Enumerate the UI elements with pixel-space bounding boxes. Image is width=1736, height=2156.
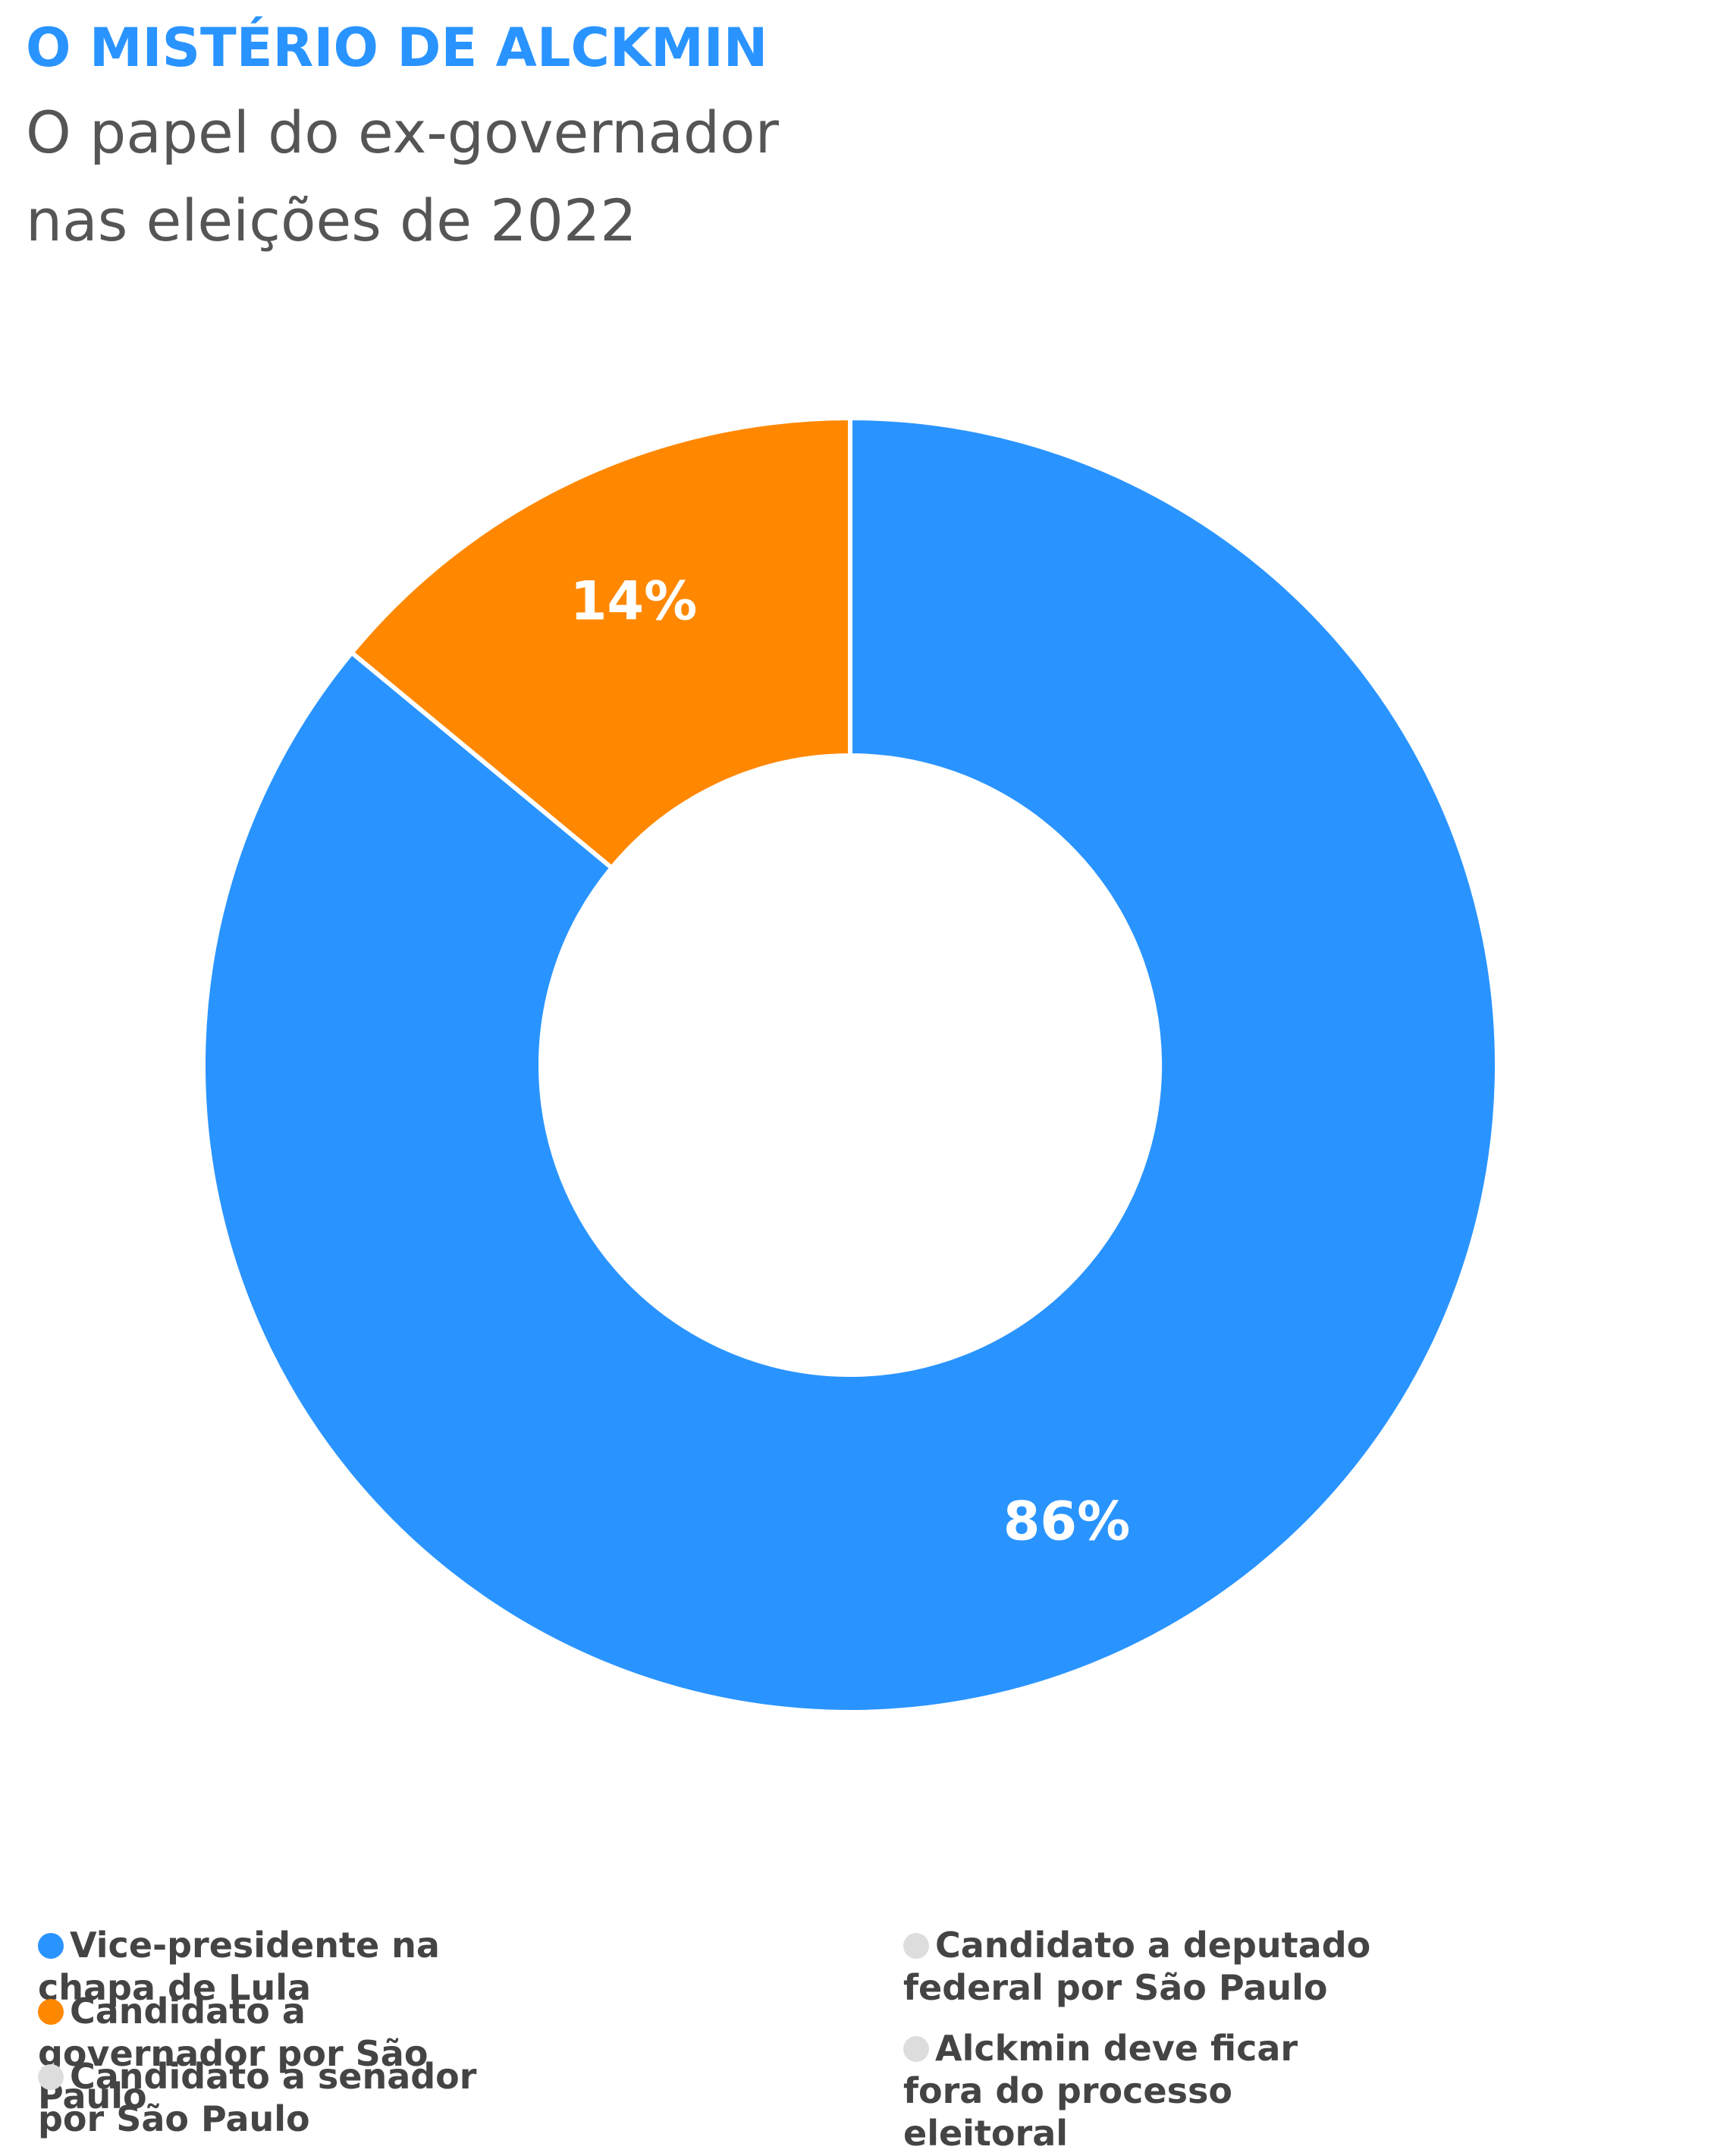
legend-swatch xyxy=(903,1933,929,1959)
legend-item: Candidato a deputado federal por São Pau… xyxy=(903,1924,1389,2009)
legend-label: Candidato a senador por São Paulo xyxy=(38,2056,477,2139)
legend-swatch xyxy=(38,1999,64,2025)
legend-item: Alckmin deve ficar fora do processo elei… xyxy=(903,2027,1389,2154)
legend-label: Vice-presidente na chapa de Lula xyxy=(38,1925,440,2008)
chart-title: O MISTÉRIO DE ALCKMIN xyxy=(26,17,768,79)
chart-subtitle: O papel do ex-governador xyxy=(26,99,780,166)
legend-swatch xyxy=(38,1933,64,1959)
legend-swatch xyxy=(903,2036,929,2062)
data-label: 14% xyxy=(570,570,698,632)
legend-label: Alckmin deve ficar fora do processo elei… xyxy=(903,2028,1298,2154)
donut-slice xyxy=(201,415,1499,1714)
legend-item: Vice-presidente na chapa de Lula xyxy=(38,1924,523,2009)
legend-label: Candidato a deputado federal por São Pau… xyxy=(903,1925,1371,2008)
legend-swatch xyxy=(38,2064,64,2090)
chart-subtitle: nas eleições de 2022 xyxy=(26,187,637,254)
donut-slice xyxy=(348,415,852,872)
data-label: 86% xyxy=(1003,1491,1131,1553)
legend-item: Candidato a senador por São Paulo xyxy=(38,2055,523,2140)
